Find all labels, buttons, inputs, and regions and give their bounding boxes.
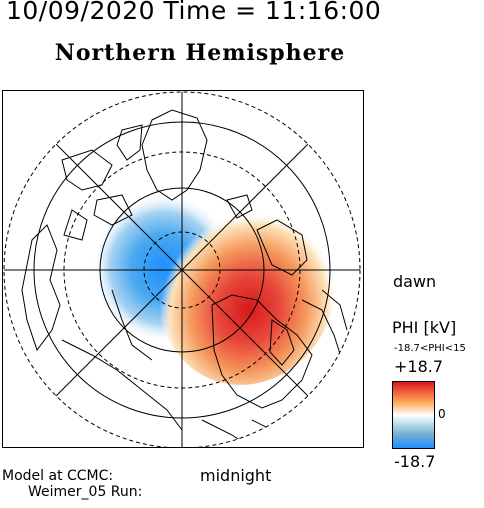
model-line-2: Weimer_05 Run:	[28, 484, 143, 500]
hemisphere-title: Northern Hemisphere	[54, 40, 346, 66]
model-info: Model at CCMC: Weimer_05 Run:	[2, 468, 142, 500]
legend-max-label: +18.7	[394, 357, 444, 376]
datetime-title: 10/09/2020 Time = 11:16:00	[6, 0, 382, 25]
legend-min-label: -18.7	[394, 452, 436, 471]
legend-range: -18.7<PHI<15	[394, 343, 466, 354]
legend-title: PHI [kV]	[392, 318, 457, 337]
legend-zero-label: 0	[438, 407, 446, 421]
positive-potential-cell	[157, 191, 337, 385]
midnight-label: midnight	[200, 466, 272, 485]
model-line-1: Model at CCMC:	[2, 468, 114, 484]
polar-map	[3, 91, 361, 448]
colorbar	[392, 381, 435, 449]
dawn-label: dawn	[393, 272, 437, 291]
map-frame	[2, 90, 364, 448]
